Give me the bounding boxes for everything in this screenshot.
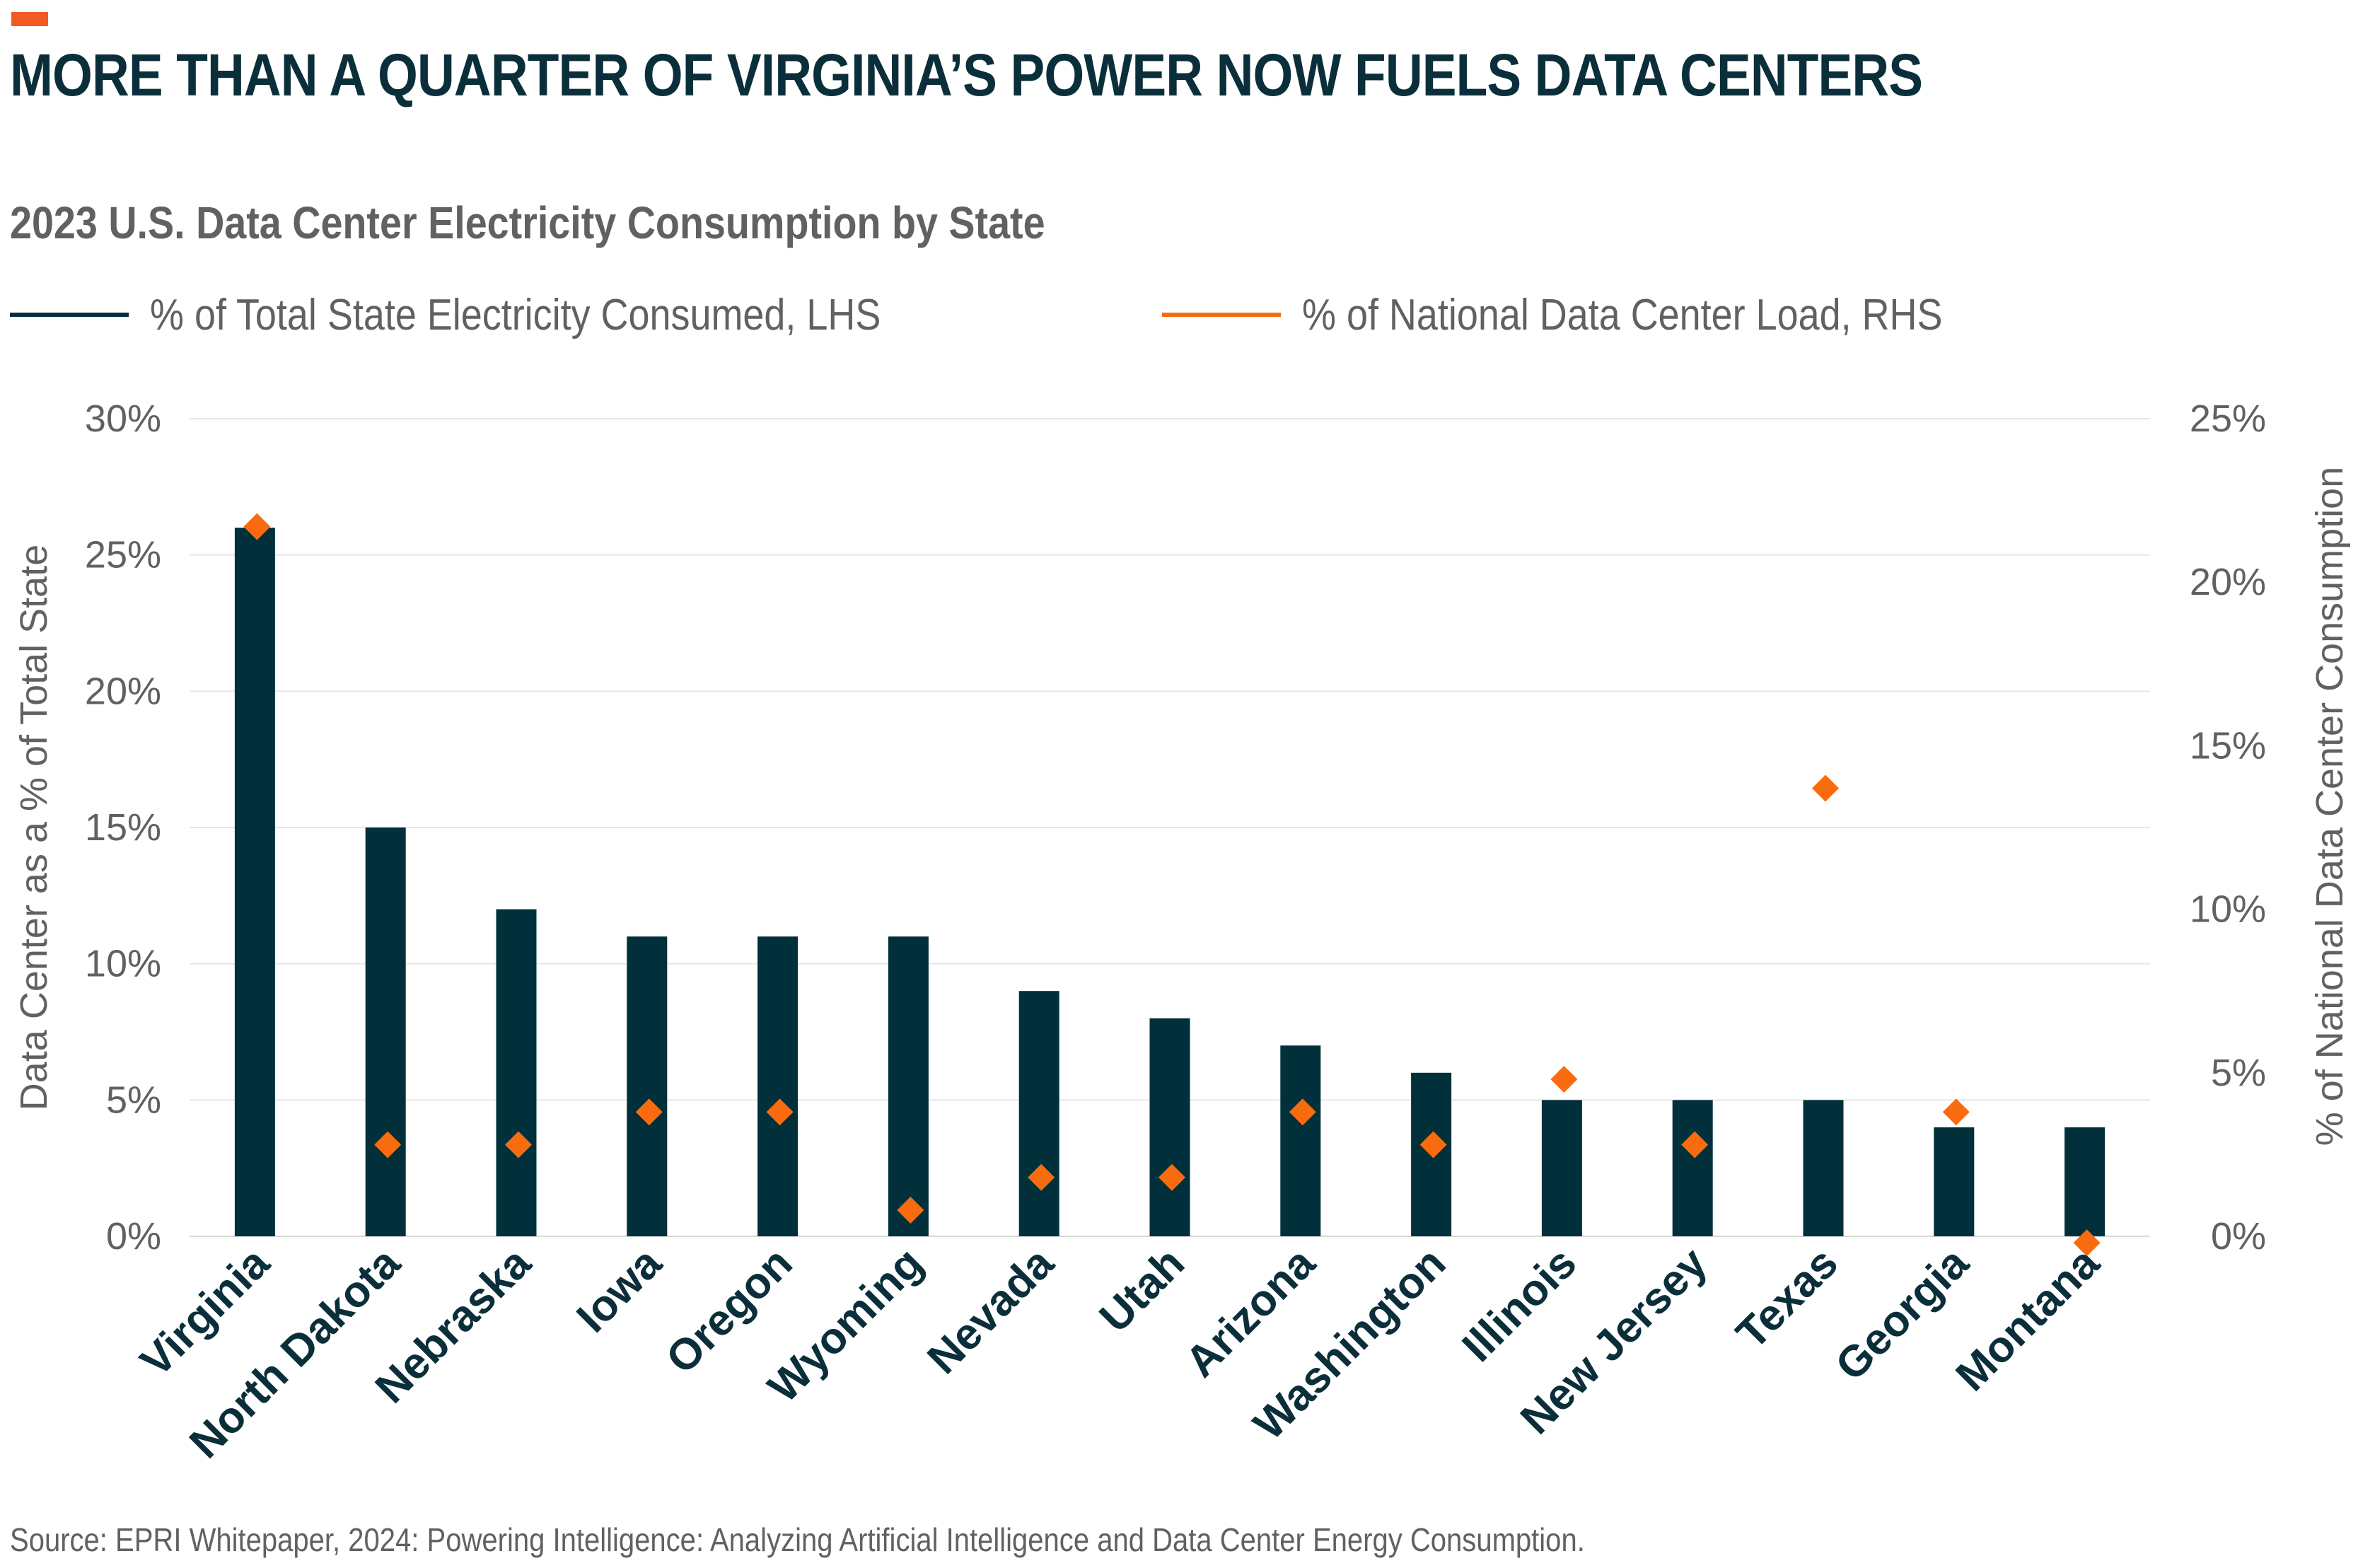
y-tick-label-right: 15% xyxy=(2190,724,2266,767)
y-tick-label-right: 5% xyxy=(2211,1052,2266,1094)
bar xyxy=(1803,1100,1844,1236)
x-category-label: Texas xyxy=(1727,1238,1847,1359)
y-axis-title-right: % of National Data Center Consumption xyxy=(2308,467,2351,1146)
bar xyxy=(627,936,668,1236)
y-axis-title-left: Data Center as a % of Total State xyxy=(13,545,55,1110)
x-category-label: Illinois xyxy=(1453,1238,1586,1371)
legend-item-markers: % of National Data Center Load, RHS xyxy=(1162,286,2038,343)
legend-swatch-markers xyxy=(1162,313,1281,317)
chart-title: MORE THAN A QUARTER OF VIRGINIA’S POWER … xyxy=(10,42,1923,108)
y-tick-label-left: 0% xyxy=(106,1215,161,1258)
accent-bar xyxy=(11,12,48,26)
legend-label-markers: % of National Data Center Load, RHS xyxy=(1302,290,1943,339)
y-tick-label-left: 15% xyxy=(85,806,161,849)
diamond-marker xyxy=(635,1098,663,1126)
diamond-marker xyxy=(505,1131,532,1158)
diamond-marker xyxy=(1289,1098,1316,1126)
bar xyxy=(888,936,929,1236)
y-tick-label-right: 20% xyxy=(2190,561,2266,603)
bar xyxy=(496,909,537,1236)
bar xyxy=(1149,1018,1190,1236)
y-tick-label-right: 0% xyxy=(2211,1215,2266,1258)
y-tick-label-left: 25% xyxy=(85,534,161,576)
diamond-marker xyxy=(243,513,271,540)
diamond-marker xyxy=(1028,1163,1055,1191)
bar xyxy=(1934,1127,1975,1236)
diamond-marker xyxy=(1812,774,1839,802)
legend-item-bars: % of Total State Electricity Consumed, L… xyxy=(10,286,990,343)
bar xyxy=(2064,1127,2106,1236)
diamond-marker xyxy=(1419,1131,1447,1158)
bar xyxy=(234,528,275,1236)
bar xyxy=(1280,1045,1321,1236)
y-tick-label-left: 30% xyxy=(85,397,161,440)
diamond-marker xyxy=(1942,1098,1970,1126)
bar xyxy=(1672,1100,1713,1236)
y-tick-label-right: 25% xyxy=(2190,397,2266,440)
y-tick-label-left: 5% xyxy=(106,1079,161,1121)
x-category-label: Montana xyxy=(1946,1238,2108,1400)
source-note: Source: EPRI Whitepaper, 2024: Powering … xyxy=(10,1521,1585,1558)
chart-subtitle: 2023 U.S. Data Center Electricity Consum… xyxy=(10,197,1045,248)
diamond-marker xyxy=(374,1131,402,1158)
legend-swatch-bars xyxy=(10,313,129,317)
diamond-marker xyxy=(1681,1131,1709,1158)
diamond-marker xyxy=(1550,1066,1578,1093)
y-tick-label-left: 20% xyxy=(85,670,161,712)
bar xyxy=(757,936,798,1236)
legend-label-bars: % of Total State Electricity Consumed, L… xyxy=(150,290,881,339)
x-category-label: Nevada xyxy=(918,1238,1063,1383)
bar xyxy=(1018,991,1059,1236)
diamond-marker xyxy=(2073,1229,2101,1257)
x-category-label: Utah xyxy=(1091,1238,1194,1342)
diamond-marker xyxy=(766,1098,794,1126)
diamond-marker xyxy=(897,1197,924,1224)
diamond-marker xyxy=(1158,1163,1185,1191)
y-tick-label-left: 10% xyxy=(85,943,161,985)
bar xyxy=(365,827,406,1236)
x-category-label: Iowa xyxy=(567,1238,671,1342)
y-tick-label-right: 10% xyxy=(2190,888,2266,931)
bar xyxy=(1541,1100,1582,1236)
